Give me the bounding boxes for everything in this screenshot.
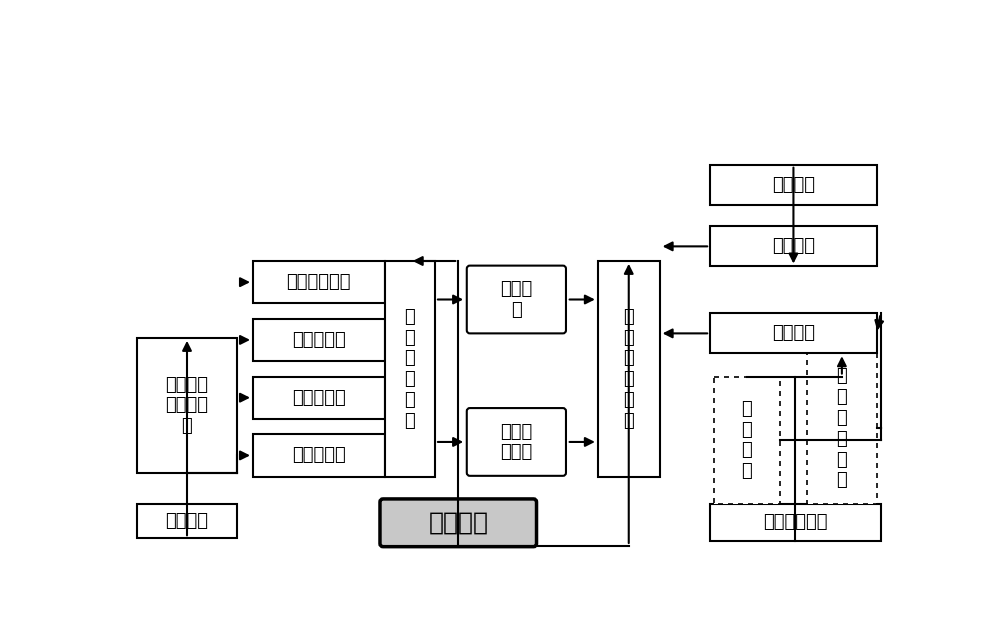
Bar [385,261,435,477]
Text: 县级采伐总量: 县级采伐总量 [763,513,828,531]
Text: 土
地
利
用
变
化: 土 地 利 用 变 化 [404,308,415,430]
Text: 生理参
数重置: 生理参 数重置 [500,422,532,462]
Bar [253,434,385,477]
Text: 土地利用
类型转移
图: 土地利用 类型转移 图 [166,375,208,435]
Text: 遥感反演: 遥感反演 [772,176,815,194]
Text: 干扰区域: 干扰区域 [772,237,815,255]
Text: 林地非林地: 林地非林地 [292,446,346,464]
Bar [137,504,237,538]
Bar [807,354,877,504]
Text: 砍
伐
区
域
分
配: 砍 伐 区 域 分 配 [836,368,847,490]
Bar [710,504,881,540]
Text: 灌木转非林地: 灌木转非林地 [287,273,351,291]
Bar [598,261,660,477]
Text: 灌木转林地: 灌木转林地 [292,331,346,349]
Text: 遥感解译: 遥感解译 [166,512,208,530]
Text: 林地转灌木: 林地转灌木 [292,389,346,406]
FancyBboxPatch shape [380,499,537,547]
Bar [253,377,385,419]
Text: 森
林
砍
伐
模
拟: 森 林 砍 伐 模 拟 [623,308,634,430]
Bar [253,261,385,304]
FancyBboxPatch shape [467,408,566,476]
Text: 干扰模块: 干扰模块 [428,511,488,535]
Bar [710,226,877,267]
Bar [710,164,877,205]
Text: 砍
伐
强
度: 砍 伐 强 度 [742,400,752,480]
Text: 碳库调
整: 碳库调 整 [500,280,532,319]
Bar [710,313,877,354]
Text: 输入模型: 输入模型 [772,324,815,342]
Bar [137,338,237,472]
Bar [714,377,780,504]
FancyBboxPatch shape [467,265,566,333]
Bar [253,319,385,361]
